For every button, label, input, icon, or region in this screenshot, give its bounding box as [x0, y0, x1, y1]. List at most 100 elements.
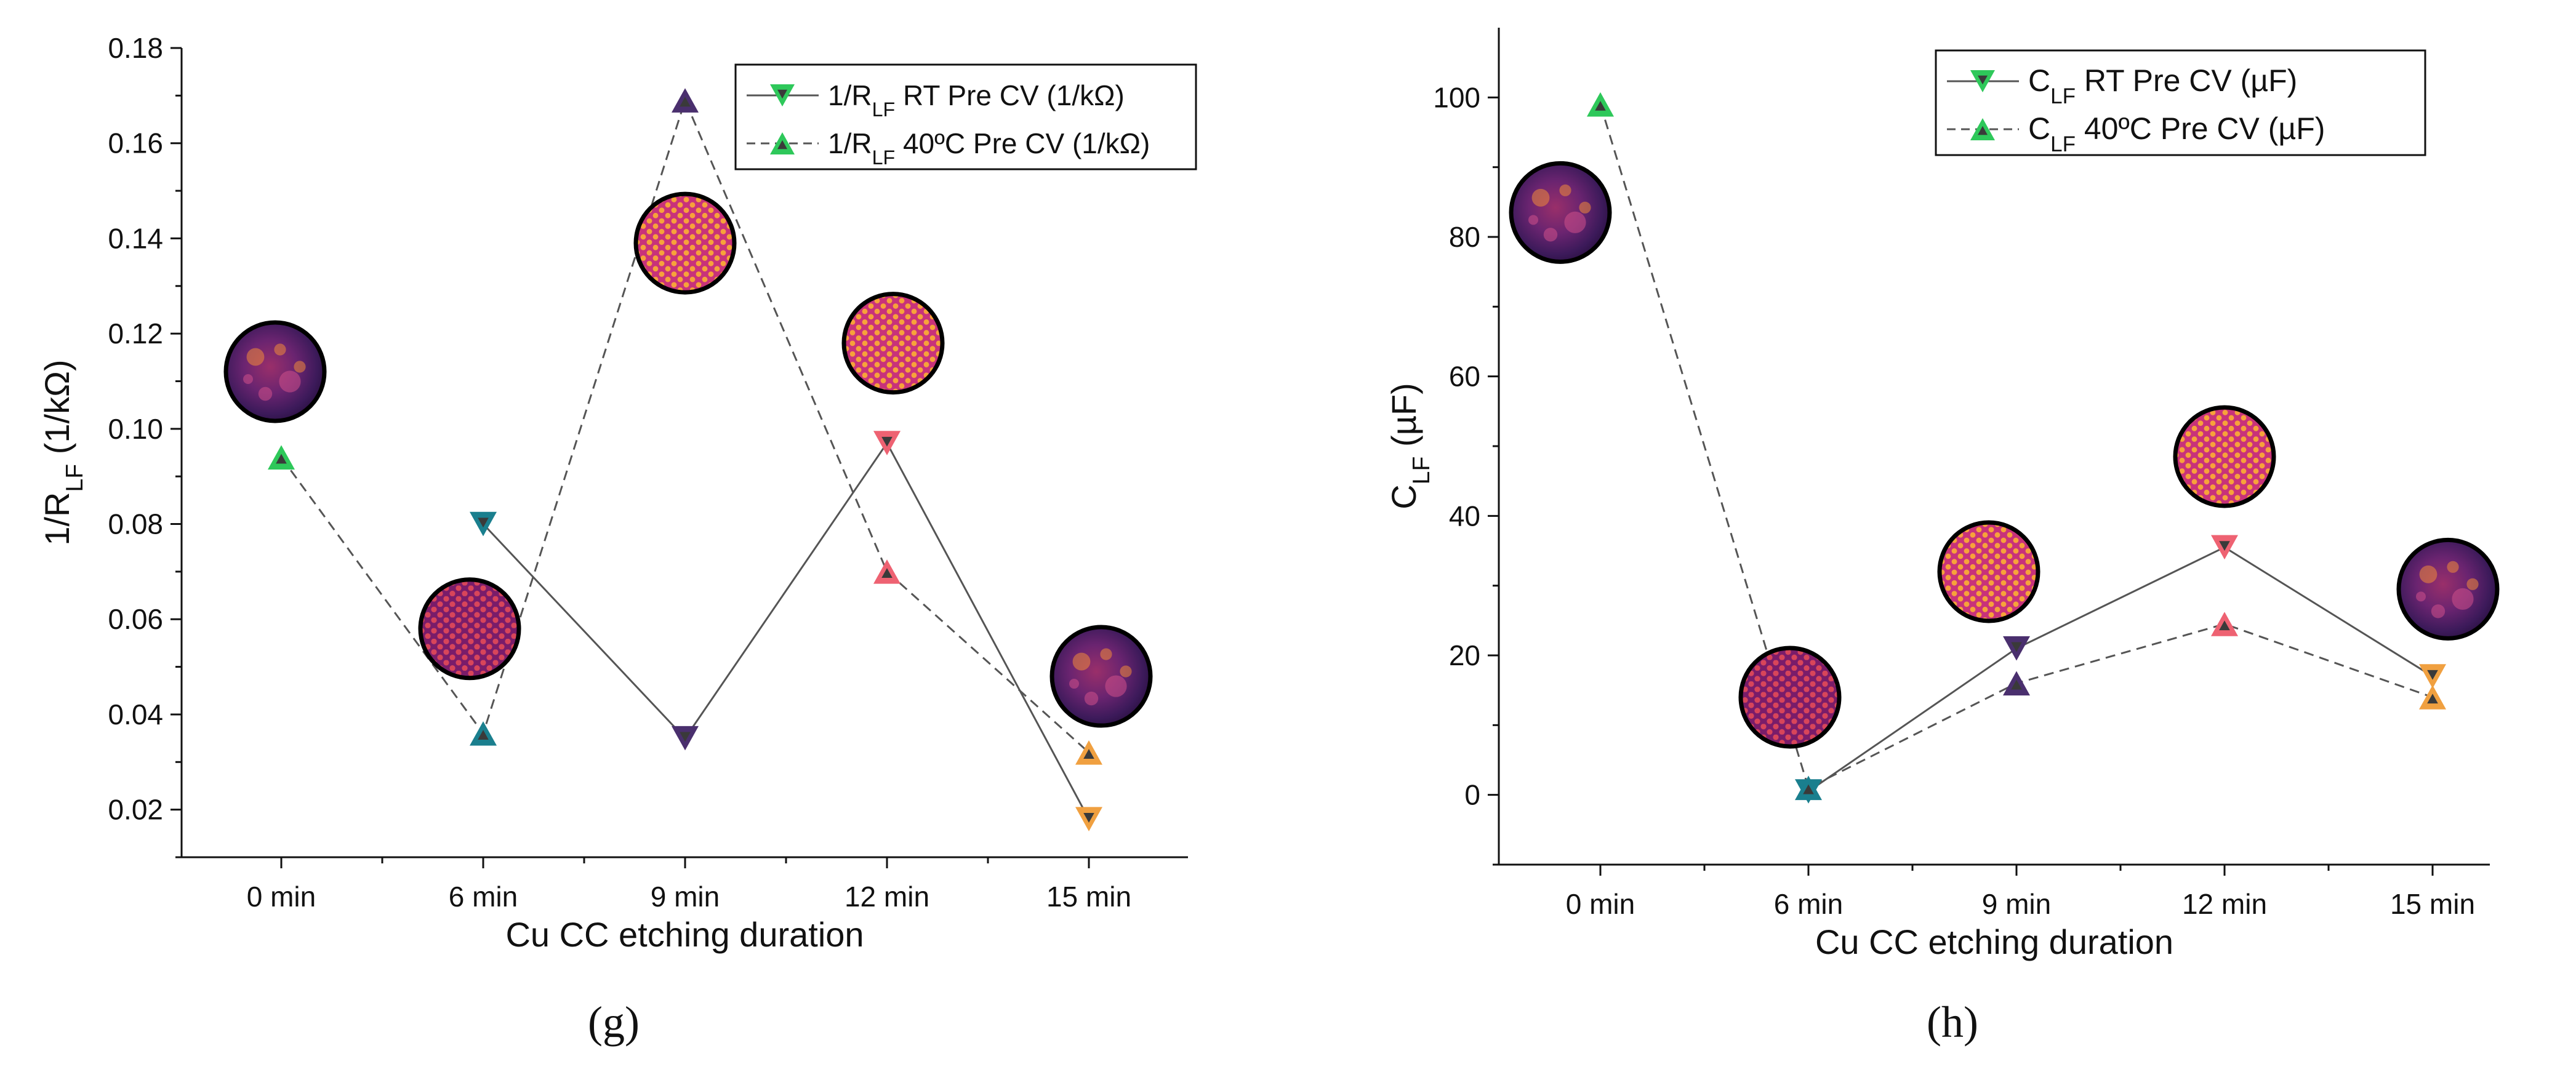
micrograph-0-min-speck	[279, 370, 301, 393]
micrograph-9-min-disc	[1940, 522, 2038, 621]
micrograph-0-min-speck	[1559, 184, 1571, 196]
y-tick-label: 60	[1449, 361, 1480, 393]
micrograph-0-min-speck	[246, 348, 265, 366]
micrograph-15-min-speck	[2416, 591, 2426, 602]
micrograph-9-min	[1937, 520, 2040, 623]
micrograph-0-min	[1509, 161, 1612, 264]
y-axis-title-base: C	[1384, 484, 1423, 509]
micrograph-15-min-speck	[1084, 691, 1099, 706]
legend-label-1-rest: RT Pre CV (µF)	[2076, 63, 2297, 98]
legend-frame	[1935, 49, 2426, 156]
legend-marker-1-core	[1978, 75, 1988, 85]
legend-label-2-sub: LF	[872, 146, 896, 169]
series-2-point-core	[1083, 749, 1094, 759]
y-tick-label: 0	[1464, 779, 1480, 811]
y-axis-title-sub: LF	[1408, 457, 1435, 485]
series-1-point-core	[1083, 812, 1094, 823]
series-1-point-core	[680, 732, 691, 742]
x-tick-label: 0 min	[1566, 888, 1635, 920]
micrograph-15-min-speck	[1072, 652, 1091, 671]
legend-label-1: CLF RT Pre CV (µF)	[2028, 63, 2297, 108]
micrograph-15-min-speck	[2447, 561, 2459, 573]
x-tick-label: 6 min	[1774, 888, 1843, 920]
legend-label-1-sub: LF	[872, 98, 896, 121]
micrograph-0-min-speck	[1564, 211, 1586, 233]
series-1-point-core	[881, 436, 893, 447]
micrograph-9-min-rim	[633, 191, 737, 295]
micrograph-0-min-speck	[1543, 228, 1558, 242]
micrograph-15-min	[2396, 537, 2500, 641]
legend: 1/RLF RT Pre CV (1/kΩ)1/RLF 40ºC Pre CV …	[734, 63, 1197, 170]
micrograph-12-min	[841, 292, 945, 395]
series-line-1	[1808, 546, 2433, 793]
y-tick-label: 0.14	[108, 222, 163, 254]
legend-label-1-base: 1/R	[828, 79, 872, 111]
y-axis-title-base: 1/R	[38, 492, 76, 546]
y-tick-label: 0.18	[108, 32, 163, 64]
micrograph-15-min-speck	[2419, 565, 2438, 583]
series-2-point-core	[1803, 784, 1814, 794]
series-1-point-core	[2011, 642, 2022, 652]
micrograph-15-min-speck	[1100, 648, 1112, 660]
micrograph-0-min-speck	[1528, 215, 1538, 225]
micrograph-12-min-rim	[841, 292, 945, 395]
micrograph-15-min-speck	[2431, 604, 2446, 618]
micrograph-12-min-disc	[844, 294, 942, 393]
legend: CLF RT Pre CV (µF)CLF 40ºC Pre CV (µF)	[1935, 49, 2426, 156]
legend-marker-2-core	[1978, 126, 1988, 135]
x-tick-label: 6 min	[449, 881, 518, 913]
micrograph-15-min-speck	[2452, 588, 2474, 610]
micrograph-15-min-speck	[2466, 578, 2479, 590]
y-axis-title-rest: (µF)	[1384, 383, 1423, 456]
micrograph-12-min-rim	[2173, 405, 2276, 508]
x-tick-label: 12 min	[2182, 888, 2267, 920]
legend-label-2-rest: 40ºC Pre CV (1/kΩ)	[895, 127, 1150, 159]
x-tick-label: 9 min	[651, 881, 720, 913]
micrograph-12-min	[2173, 405, 2276, 508]
micrograph-0-min-disc	[226, 322, 324, 421]
micrograph-0-min-speck	[243, 374, 253, 384]
micrograph-9-min	[633, 191, 737, 295]
micrograph-6-min-rim	[418, 577, 521, 681]
series-2-point-core	[2219, 620, 2230, 631]
micrograph-15-min-disc	[2399, 540, 2497, 639]
x-tick-label: 15 min	[2390, 888, 2475, 920]
legend-marker-1-core	[777, 89, 787, 99]
legend-label-1-sub: LF	[2050, 84, 2076, 108]
micrograph-15-min-rim	[2396, 537, 2500, 641]
series-2-point-core	[2011, 679, 2022, 690]
panel-label-g: (g)	[588, 998, 640, 1047]
y-tick-label: 0.16	[108, 127, 163, 159]
micrograph-0-min-speck	[1579, 201, 1591, 214]
legend-label-1: 1/RLF RT Pre CV (1/kΩ)	[828, 79, 1125, 121]
legend-label-2: 1/RLF 40ºC Pre CV (1/kΩ)	[828, 127, 1150, 169]
panel-label-h: (h)	[1927, 998, 1978, 1047]
y-tick-label: 100	[1433, 81, 1480, 113]
micrograph-15-min-speck	[1105, 675, 1127, 697]
y-tick-label: 80	[1449, 221, 1480, 253]
y-tick-label: 0.08	[108, 508, 163, 540]
micrograph-9-min-rim	[1937, 520, 2040, 623]
micrograph-0-min-speck	[274, 343, 286, 356]
chart-h: 0 20 40 60 80 100 0 min 6 min 9 min 12 min 15 min C…	[1384, 28, 2500, 961]
micrograph-15-min-disc	[1052, 627, 1150, 726]
series-2-point-core	[680, 97, 691, 107]
legend-label-1-rest: RT Pre CV (1/kΩ)	[895, 79, 1125, 111]
y-tick-label: 0.06	[108, 603, 163, 635]
micrograph-6-min	[1738, 646, 1842, 749]
x-tick-label: 9 min	[1982, 888, 2051, 920]
series-2-point-core	[1595, 100, 1606, 111]
legend-label-1-base: C	[2028, 63, 2050, 98]
micrograph-0-min-disc	[1511, 163, 1610, 262]
legend-label-2-rest: 40ºC Pre CV (µF)	[2076, 111, 2325, 146]
micrograph-9-min-disc	[636, 194, 734, 293]
micrograph-15-min-rim	[1049, 625, 1153, 728]
y-tick-label: 20	[1449, 639, 1480, 671]
series-1-point-core	[2427, 670, 2438, 680]
series-1-point-core	[478, 518, 489, 528]
micrograph-0-min	[223, 320, 327, 423]
series-line-2	[280, 97, 1090, 753]
micrograph-15-min-speck	[1120, 665, 1132, 678]
series-1-point-core	[2219, 541, 2230, 551]
